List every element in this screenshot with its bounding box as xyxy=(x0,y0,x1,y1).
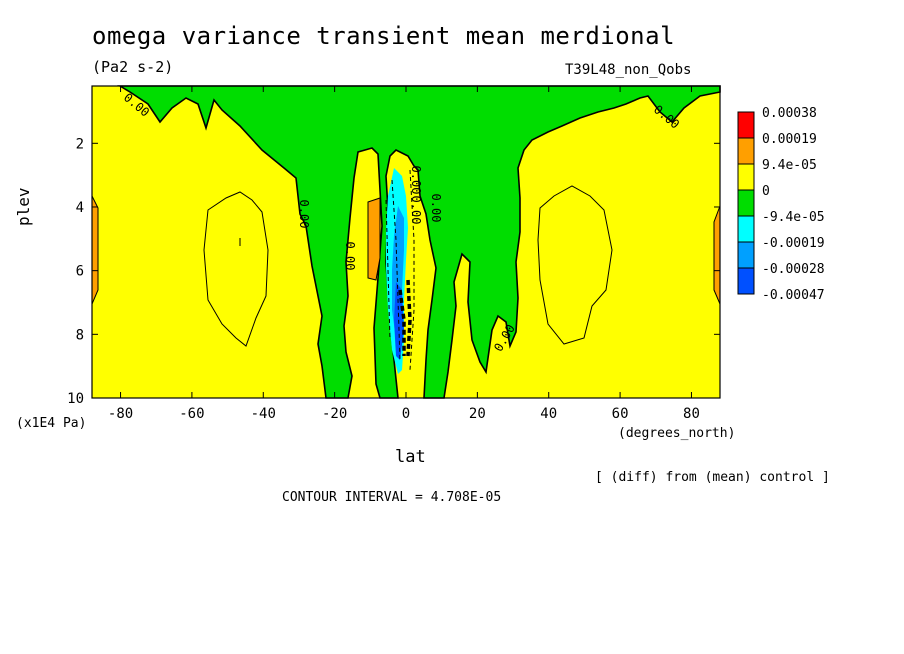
y-tick-label: 10 xyxy=(67,391,84,407)
region-positive-edge-right xyxy=(713,205,721,305)
y-tick-label: 4 xyxy=(76,200,84,216)
run-id: T39L48_non_Qobs xyxy=(565,62,692,78)
colorbar-swatch xyxy=(737,163,755,191)
colorbar-label: 0 xyxy=(762,184,770,199)
colorbar-label: -0.00047 xyxy=(762,288,825,303)
colorbar-swatch xyxy=(737,215,755,243)
dense-contours-2 xyxy=(385,169,415,371)
contour-label: 0.00 xyxy=(343,242,357,271)
colorbar-swatch xyxy=(737,241,755,269)
x-tick-label: -40 xyxy=(251,406,276,422)
colorbar-label: -0.00028 xyxy=(762,262,825,277)
colorbar-label: -0.00019 xyxy=(762,236,825,251)
colorbar-swatch xyxy=(737,111,755,139)
region-positive-edge-left xyxy=(91,195,99,305)
colorbar-label: -9.4e-05 xyxy=(762,210,825,225)
colorbar-swatch xyxy=(737,267,755,295)
colorbar-label: 9.4e-05 xyxy=(762,158,817,173)
colorbar-swatch xyxy=(737,137,755,165)
y-tick-label: 2 xyxy=(76,136,84,152)
dense-contours xyxy=(398,279,412,357)
x-tick-label: 40 xyxy=(540,406,557,422)
x-tick-label: -80 xyxy=(108,406,133,422)
y-tick-label: 8 xyxy=(76,327,84,343)
x-tick-label: 80 xyxy=(683,406,700,422)
x-axis-units: (degrees_north) xyxy=(618,426,736,441)
colorbar-label: 0.00038 xyxy=(762,106,817,121)
diff-note: [ (diff) from (mean) control ] xyxy=(595,470,830,485)
x-tick-label: 0 xyxy=(402,406,410,422)
contour-label: 0.00 xyxy=(409,166,423,195)
y-axis-units: (x1E4 Pa) xyxy=(16,416,87,431)
colorbar-label: 0.00019 xyxy=(762,132,817,147)
region-negative xyxy=(117,85,721,399)
thin-contour-left xyxy=(203,191,269,347)
contour-label: 0.00 xyxy=(429,194,443,223)
contour-label: 0.00 xyxy=(297,200,311,229)
x-ticks: -80 -60 -40 -20 0 20 40 60 80 xyxy=(108,86,700,422)
contour-label: 0.00 xyxy=(409,196,423,225)
y-tick-label: 6 xyxy=(76,264,84,280)
chart-units: (Pa2 s-2) xyxy=(92,58,174,76)
x-axis-label: lat xyxy=(395,447,426,467)
region-positive-left xyxy=(367,197,381,281)
x-tick-label: 20 xyxy=(469,406,486,422)
x-tick-label: -20 xyxy=(322,406,347,422)
thin-contour-right xyxy=(537,185,613,345)
contour-interval: CONTOUR INTERVAL = 4.708E-05 xyxy=(282,490,502,505)
y-ticks: 2 4 6 8 10 xyxy=(67,136,720,407)
colorbar: 0.00038 0.00019 9.4e-05 0 -9.4e-05 -0.00019 -0… xyxy=(737,106,825,303)
colorbar-swatch xyxy=(737,189,755,217)
chart-title: omega variance transient mean merdional xyxy=(92,22,676,50)
x-tick-label: 60 xyxy=(612,406,629,422)
x-tick-label: -60 xyxy=(179,406,204,422)
